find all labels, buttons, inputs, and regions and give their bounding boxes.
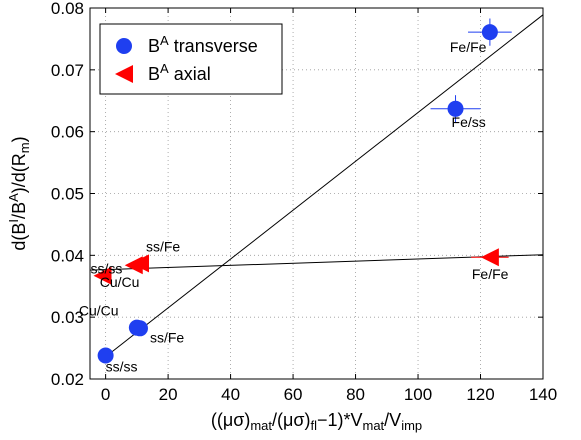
legend: BA transverse BA axial bbox=[99, 23, 283, 95]
legend-label: BA transverse bbox=[148, 33, 258, 56]
y-tick-label: 0.03 bbox=[51, 308, 84, 327]
x-tick-label: 120 bbox=[466, 385, 494, 404]
y-axis-label: d(BI/BA)/d(Rm) bbox=[6, 136, 32, 250]
axial-point bbox=[480, 248, 499, 267]
y-tick-label: 0.05 bbox=[51, 185, 84, 204]
x-axis-label: ((μσ)mat/(μσ)fl−1)*Vmat/Vimp bbox=[211, 410, 422, 433]
y-tick-label: 0.08 bbox=[51, 0, 84, 18]
fit-lines bbox=[89, 14, 544, 358]
fit-line bbox=[105, 14, 544, 358]
x-tick-label: 40 bbox=[221, 385, 240, 404]
y-tick-label: 0.07 bbox=[51, 61, 84, 80]
axial-point bbox=[124, 256, 143, 275]
data-markers bbox=[93, 24, 499, 364]
point-label: ss/ss bbox=[90, 261, 122, 277]
x-tick-label: 80 bbox=[346, 385, 365, 404]
transverse-point bbox=[481, 24, 498, 41]
legend-marker-axial bbox=[115, 65, 133, 83]
point-label: Fe/Fe bbox=[472, 266, 509, 282]
legend-marker-transverse bbox=[116, 38, 132, 54]
y-tick-label: 0.02 bbox=[51, 370, 84, 389]
point-label: ss/Fe bbox=[146, 238, 180, 254]
point-label: Cu/Cu bbox=[79, 303, 119, 319]
transverse-point bbox=[128, 319, 145, 336]
point-labels: Fe/FeFe/ssss/FeCu/Cuss/ssFe/Fess/FeCu/Cu… bbox=[79, 39, 509, 374]
legend-label: BA axial bbox=[148, 61, 211, 84]
point-label: ss/ss bbox=[106, 359, 138, 375]
x-tick-label: 20 bbox=[159, 385, 178, 404]
transverse-point bbox=[97, 347, 114, 364]
fit-line bbox=[89, 254, 544, 271]
y-tick-label: 0.06 bbox=[51, 123, 84, 142]
point-label: ss/Fe bbox=[150, 329, 184, 345]
point-label: Fe/Fe bbox=[450, 39, 487, 55]
transverse-point bbox=[447, 100, 464, 117]
x-tick-label: 60 bbox=[284, 385, 303, 404]
y-tick-label: 0.04 bbox=[51, 246, 84, 265]
axis-ticks: 0 20 40 60 80 100 120 140 0.02 0.03 0.04 0.05 0.06 0.… bbox=[51, 0, 557, 404]
x-tick-label: 0 bbox=[101, 385, 110, 404]
x-tick-label: 140 bbox=[529, 385, 557, 404]
legend-box bbox=[99, 23, 283, 95]
x-tick-label: 100 bbox=[404, 385, 432, 404]
axial-point bbox=[93, 266, 112, 285]
point-label: Cu/Cu bbox=[100, 274, 140, 290]
point-label: Fe/ss bbox=[452, 114, 486, 130]
